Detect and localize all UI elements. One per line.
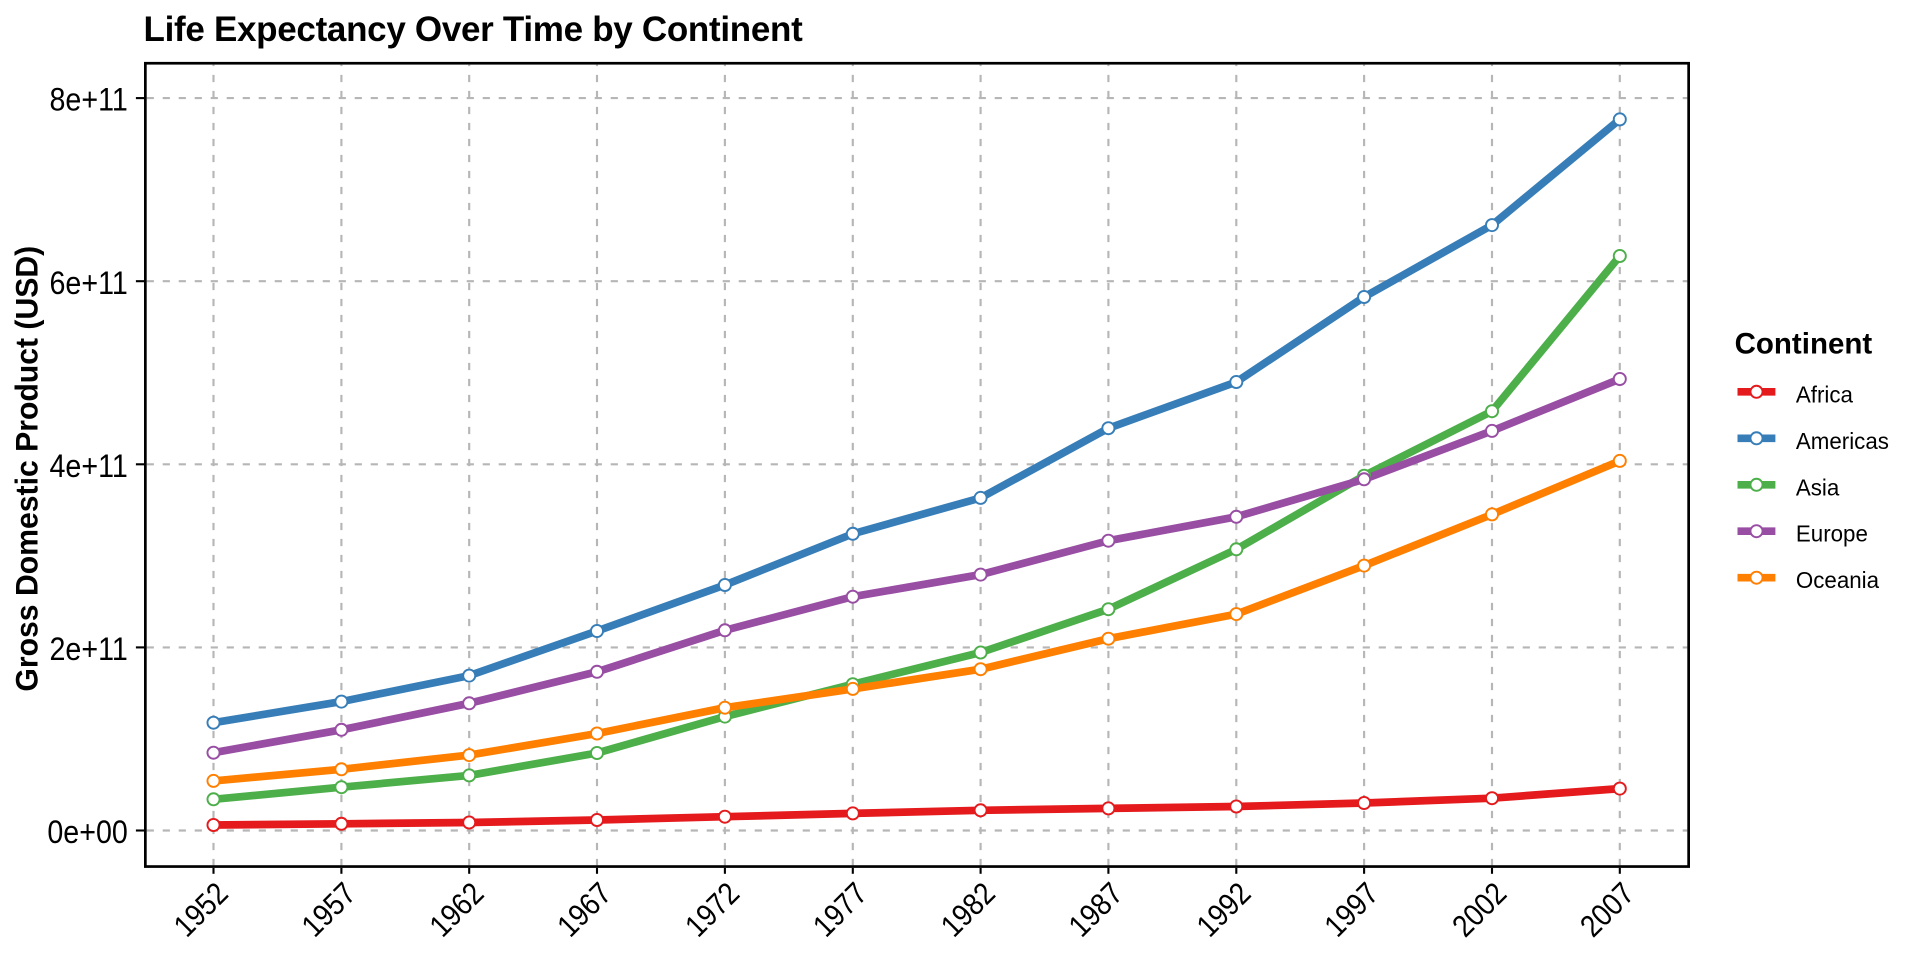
svg-text:2e+11: 2e+11 — [50, 633, 128, 668]
svg-text:4e+11: 4e+11 — [50, 450, 128, 485]
svg-text:Americas: Americas — [1796, 427, 1889, 454]
svg-text:8e+11: 8e+11 — [50, 83, 128, 118]
svg-text:Asia: Asia — [1796, 474, 1840, 501]
svg-text:Gross Domestic Product (USD): Gross Domestic Product (USD) — [9, 246, 45, 692]
svg-text:Life Expectancy Over Time by C: Life Expectancy Over Time by Continent — [144, 10, 804, 49]
svg-text:Oceania: Oceania — [1796, 567, 1879, 594]
svg-text:Europe: Europe — [1796, 520, 1868, 547]
svg-text:Africa: Africa — [1796, 381, 1853, 408]
svg-text:Continent: Continent — [1735, 328, 1873, 361]
svg-text:0e+00: 0e+00 — [47, 816, 127, 851]
svg-text:6e+11: 6e+11 — [50, 266, 128, 301]
